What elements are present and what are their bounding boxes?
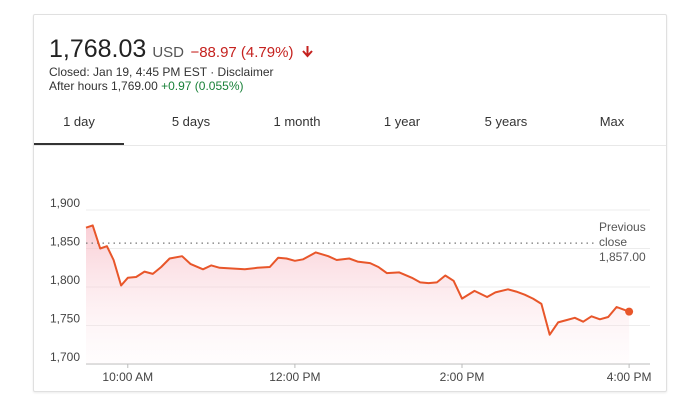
y-tick-label: 1,800 <box>50 273 80 287</box>
y-tick-label: 1,700 <box>50 350 80 364</box>
x-tick-label: 4:00 PM <box>607 370 652 384</box>
x-tick-label: 10:00 AM <box>102 370 153 384</box>
last-price-point <box>625 307 634 316</box>
price-chart[interactable]: Previous close 1,857.00 1,700 1,750 1,800 1,8… <box>34 155 666 385</box>
previous-close-label: Previous close 1,857.00 <box>599 220 646 264</box>
previous-close-label-line: 1,857.00 <box>599 250 646 264</box>
after-hours-info: After hours 1,769.00 +0.97 (0.055%) <box>49 79 243 93</box>
x-tick-label: 12:00 PM <box>269 370 320 384</box>
price-row: 1,768.03 USD −88.97 (4.79%) <box>49 35 313 64</box>
currency-label: USD <box>152 44 184 61</box>
tab-1-year[interactable]: 1 year <box>383 114 421 129</box>
x-tick-label: 2:00 PM <box>440 370 485 384</box>
price-line <box>85 224 630 336</box>
y-tick-label: 1,850 <box>50 235 80 249</box>
stock-card: 1,768.03 USD −88.97 (4.79%) Closed: Jan 1… <box>33 14 667 392</box>
down-arrow-icon <box>302 45 313 63</box>
previous-close-label-line: Previous <box>599 220 646 234</box>
price-area-fill <box>86 225 630 364</box>
price-change: −88.97 (4.79%) <box>190 44 294 61</box>
closed-info: Closed: Jan 19, 4:45 PM EST · Disclaimer <box>49 65 274 79</box>
previous-close-label-line: close <box>599 235 627 249</box>
current-price: 1,768.03 <box>49 35 147 63</box>
after-hours-change: +0.97 (0.055%) <box>161 79 244 93</box>
tab-1-day[interactable]: 1 day <box>34 105 124 145</box>
tab-5-years[interactable]: 5 years <box>484 114 528 129</box>
y-tick-label: 1,750 <box>50 312 80 326</box>
tab-max[interactable]: Max <box>599 114 625 129</box>
range-tabs: 1 day 5 days 1 month 1 year 5 years Max <box>34 105 666 146</box>
tab-1-month[interactable]: 1 month <box>273 114 321 129</box>
after-hours-label: After hours 1,769.00 <box>49 79 158 93</box>
tab-5-days[interactable]: 5 days <box>171 114 211 129</box>
y-tick-label: 1,900 <box>50 196 80 210</box>
